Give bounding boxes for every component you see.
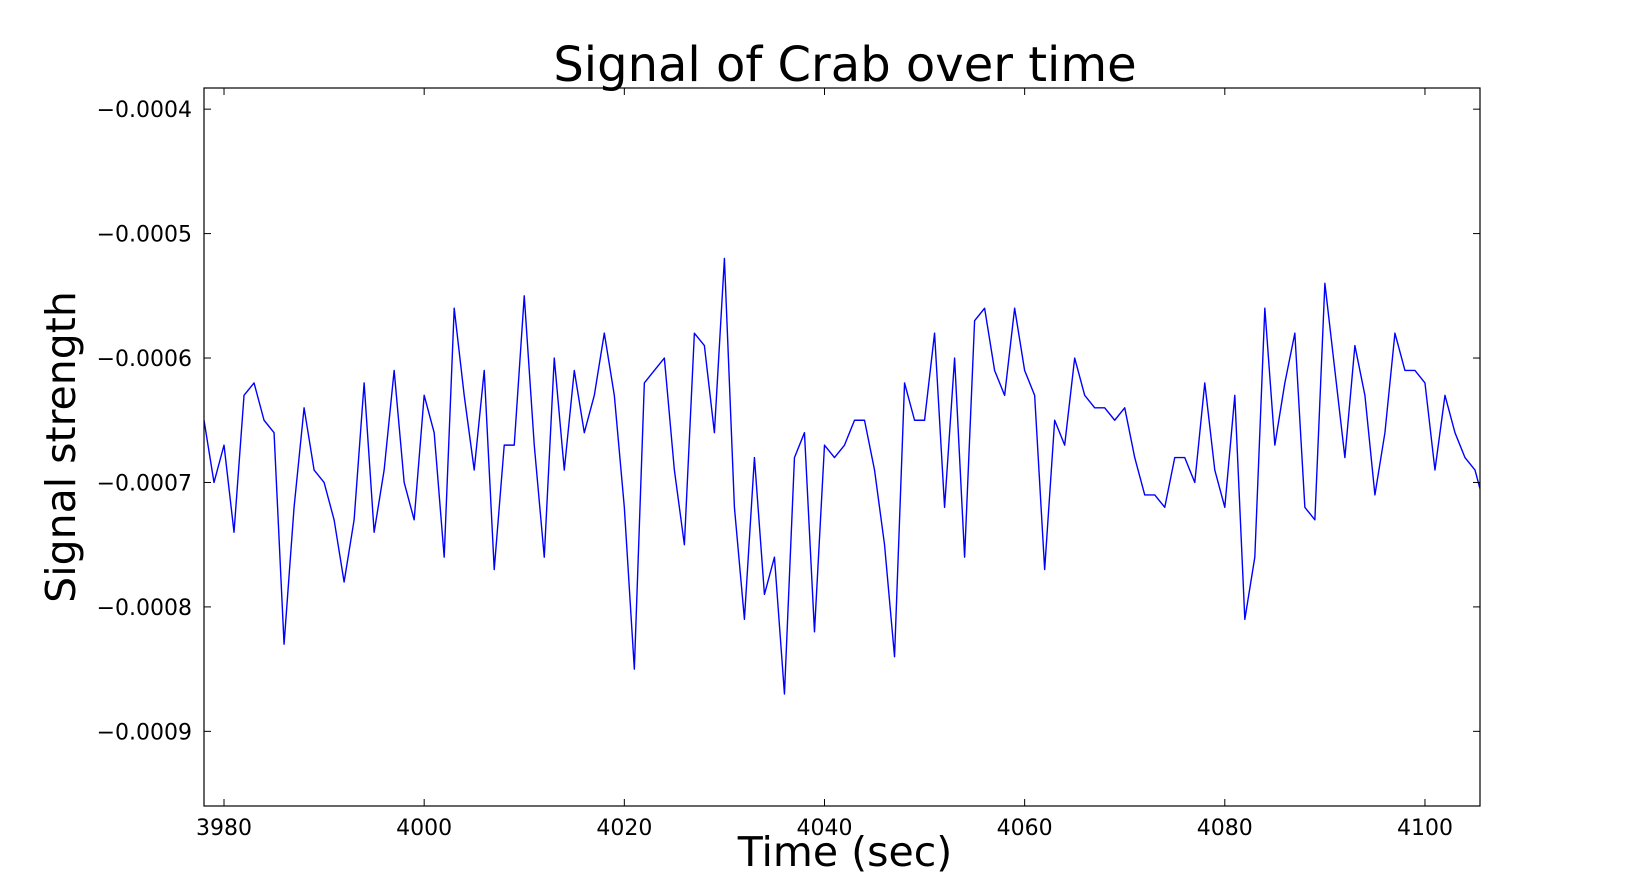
x-tick-label: 4000	[396, 816, 452, 841]
x-tick-label: 3980	[196, 816, 252, 841]
series-line	[204, 257, 1480, 695]
plot-area: 3980 4000 4020 4040 4060 4080 4100 −0.0004 −0.00…	[97, 87, 1481, 841]
x-tick-label: 4060	[997, 816, 1053, 841]
y-axis-title: Signal strength	[37, 291, 85, 603]
y-tick-label: −0.0008	[97, 596, 192, 621]
chart-title: Signal of Crab over time	[553, 37, 1136, 93]
x-tick-label: 4100	[1397, 816, 1453, 841]
x-tick-label: 4020	[596, 816, 652, 841]
y-tick-label: −0.0005	[97, 223, 192, 248]
y-tick-label: −0.0007	[97, 471, 192, 496]
x-tick-label: 4040	[796, 816, 852, 841]
x-axis-title: Time (sec)	[737, 828, 953, 876]
y-tick-label: −0.0004	[97, 98, 192, 123]
axes-frame	[203, 87, 1481, 807]
y-tick-label: −0.0009	[97, 720, 192, 745]
x-tick-label: 4080	[1197, 816, 1253, 841]
y-tick-label: −0.0006	[97, 347, 192, 372]
